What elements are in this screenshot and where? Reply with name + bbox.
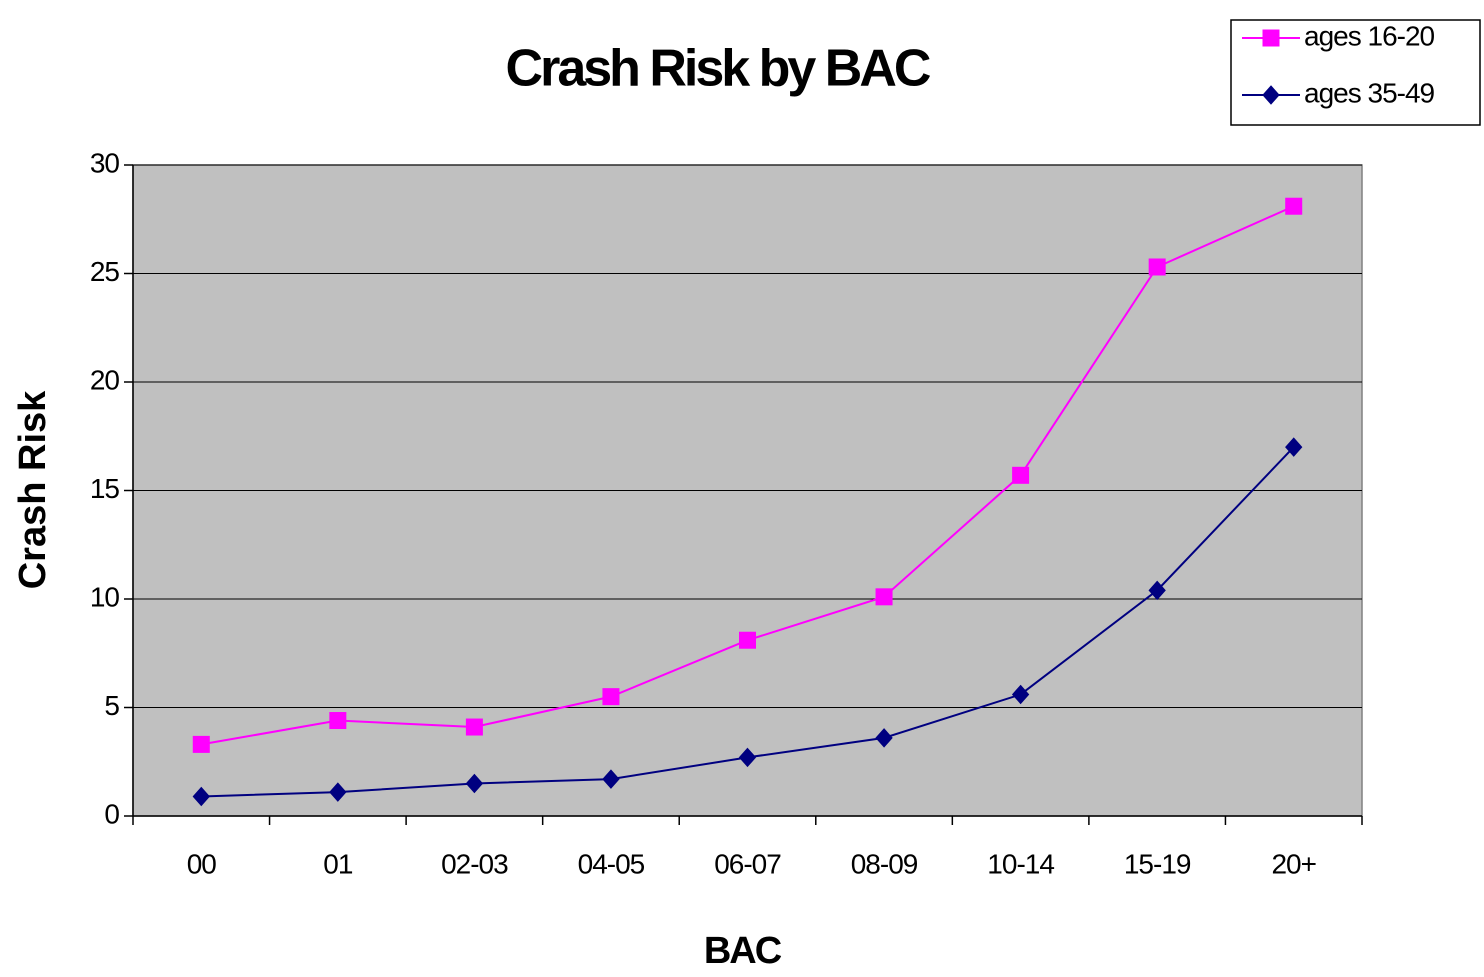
data-point [739, 631, 756, 649]
data-point [465, 718, 483, 736]
y-tick-label: 10 [90, 581, 120, 612]
data-point [1012, 466, 1030, 484]
data-point [602, 688, 620, 706]
data-point [738, 747, 757, 768]
legend-marker [1262, 85, 1280, 105]
data-point [329, 712, 347, 730]
y-tick-label: 5 [104, 690, 119, 721]
x-tick-label: 00 [187, 848, 217, 879]
data-point [1148, 580, 1166, 601]
x-tick-label: 02-03 [441, 848, 508, 879]
x-tick-label: 06-07 [714, 848, 781, 879]
x-tick-label: 20+ [1271, 848, 1316, 879]
y-tick-label: 20 [90, 364, 120, 395]
data-point [465, 773, 484, 794]
data-point [1011, 684, 1030, 705]
data-point [602, 769, 620, 789]
x-tick-label: 10-14 [987, 848, 1054, 879]
chart-title: Crash Risk by BAC [506, 40, 931, 98]
x-tick-label: 15-19 [1124, 848, 1191, 879]
data-point [875, 588, 893, 606]
y-tick-label: 30 [90, 147, 120, 178]
y-tick-label: 25 [90, 256, 120, 287]
y-tick-label: 15 [90, 473, 120, 504]
data-point [1285, 437, 1303, 457]
legend-marker [1262, 29, 1280, 47]
data-point [192, 786, 210, 807]
legend-label: ages 35-49 [1304, 77, 1435, 108]
x-tick-label: 04-05 [578, 848, 645, 879]
data-point [329, 782, 347, 802]
data-point [1148, 258, 1166, 276]
data-point [1285, 197, 1303, 215]
data-point [875, 728, 893, 748]
x-tick-label: 01 [323, 848, 353, 879]
x-tick-label: 08-09 [851, 848, 918, 879]
data-point [192, 735, 210, 753]
y-tick-label: 0 [104, 798, 119, 829]
x-axis-label: BAC [704, 930, 782, 972]
legend-label: ages 16-20 [1304, 20, 1435, 51]
y-axis-label: Crash Risk [12, 390, 54, 589]
